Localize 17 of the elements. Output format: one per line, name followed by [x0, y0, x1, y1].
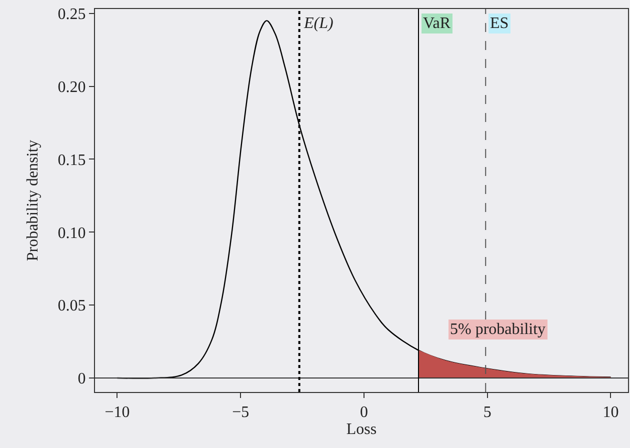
x-tick-label: 0: [360, 404, 368, 422]
y-tick-label: 0.25: [58, 6, 86, 23]
y-tick-label: 0: [78, 370, 86, 388]
y-tick-label: 0.05: [58, 298, 86, 315]
y-tick-label: 0.20: [58, 78, 86, 96]
ref-line-label: ES: [490, 15, 509, 32]
annotation: 5% probability: [450, 321, 546, 338]
x-tick-label: 10: [602, 404, 619, 422]
x-axis-title: Loss: [346, 421, 377, 438]
y-tick-label: 0.10: [58, 224, 86, 242]
ref-line-label: VaR: [423, 15, 451, 32]
x-tick-label: −5: [232, 404, 250, 422]
x-tick-label: 5: [483, 404, 492, 422]
x-tick-label: −10: [104, 404, 130, 422]
y-tick-label: 0.15: [58, 152, 86, 169]
ref-line-label: E(L): [303, 15, 334, 32]
y-axis-title: Probability density: [24, 140, 42, 262]
